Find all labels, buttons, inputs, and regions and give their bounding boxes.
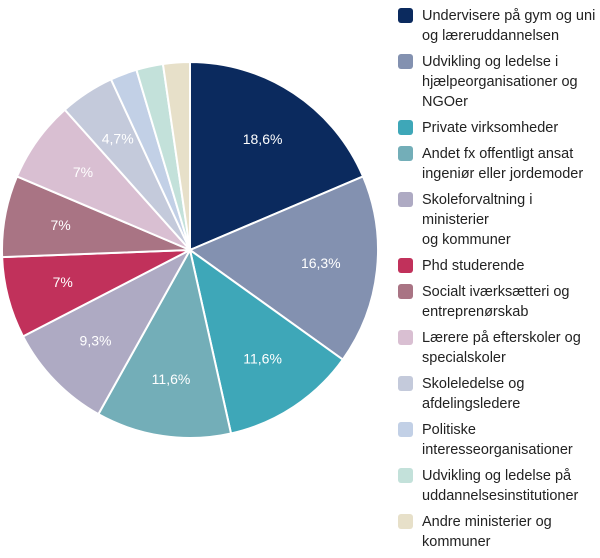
legend-item-1: Undervisere på gym og uni og læreruddann… [398, 6, 598, 46]
legend-swatch [398, 54, 413, 69]
legend-item-11: Udvikling og ledelse på uddannelsesinsti… [398, 466, 598, 506]
slice-label-8: 7% [73, 164, 93, 180]
legend-swatch [398, 146, 413, 161]
legend-label: Andre ministerier og kommuner [422, 514, 552, 550]
slice-label-7: 7% [50, 217, 70, 233]
legend-label: Skoleledelse og afdelingsledere [422, 376, 525, 412]
legend-swatch [398, 258, 413, 273]
legend-item-4: Andet fx offentligt ansat ingeniør eller… [398, 144, 598, 184]
legend-item-3: Private virksomheder [398, 118, 598, 138]
slice-label-3: 11,6% [243, 351, 282, 367]
pie-slice-4 [97, 247, 233, 439]
legend-item-8: Lærere på efterskoler og specialskoler [398, 328, 598, 368]
legend-label: Undervisere på gym og uni og læreruddann… [422, 8, 596, 44]
slice-label-5: 9,3% [80, 332, 112, 348]
pie-slice-1 [189, 60, 365, 252]
slice-label-4: 11,6% [152, 371, 191, 387]
legend-swatch [398, 514, 413, 529]
legend-item-10: Politiske interesseorganisationer [398, 420, 598, 460]
slice-label-1: 18,6% [243, 131, 283, 147]
pie-chart: 18,6% 16,3% 11,6% 11,6% 9,3% 7% 7% 7% 4,7% [1, 60, 379, 439]
legend-swatch [398, 330, 413, 345]
legend-label: Politiske interesseorganisationer [422, 422, 573, 458]
legend-label: Lærere på efterskoler og specialskoler [422, 330, 581, 366]
legend-item-12: Andre ministerier og kommuner [398, 512, 598, 552]
legend-label: Udvikling og ledelse i hjælpeorganisatio… [422, 54, 578, 110]
pie-slice-3 [188, 247, 345, 435]
legend-swatch [398, 192, 413, 207]
slice-label-9: 4,7% [102, 131, 134, 147]
legend-label: Udvikling og ledelse på uddannelsesinsti… [422, 468, 579, 504]
legend-item-9: Skoleledelse og afdelingsledere [398, 374, 598, 414]
legend-swatch [398, 120, 413, 135]
legend-swatch [398, 8, 413, 23]
pie-slice-labels: 18,6% 16,3% 11,6% 11,6% 9,3% 7% 7% 7% 4,7% [50, 131, 340, 387]
pie-slice-2 [187, 175, 379, 361]
legend-swatch [398, 468, 413, 483]
legend-item-6: Phd studerende [398, 256, 598, 276]
pie-slice-12 [161, 60, 191, 251]
slice-label-2: 16,3% [301, 255, 341, 271]
legend-label: Phd studerende [422, 258, 525, 274]
legend-item-5: Skoleforvaltning i ministerier og kommun… [398, 190, 598, 250]
legend: Undervisere på gym og uni og læreruddann… [398, 6, 598, 558]
legend-label: Socialt iværksætteri og entreprenørskab [422, 284, 570, 320]
legend-label: Andet fx offentligt ansat ingeniør eller… [422, 146, 584, 182]
pie-slice-5 [21, 247, 193, 416]
legend-item-2: Udvikling og ledelse i hjælpeorganisatio… [398, 52, 598, 112]
legend-swatch [398, 422, 413, 437]
legend-label: Private virksomheder [422, 120, 559, 136]
legend-label: Skoleforvaltning i ministerier og kommun… [422, 192, 533, 248]
legend-swatch [398, 284, 413, 299]
legend-swatch [398, 376, 413, 391]
legend-item-7: Socialt iværksætteri og entreprenørskab [398, 282, 598, 322]
slice-label-6: 7% [53, 274, 73, 290]
pie-slices [1, 60, 379, 439]
